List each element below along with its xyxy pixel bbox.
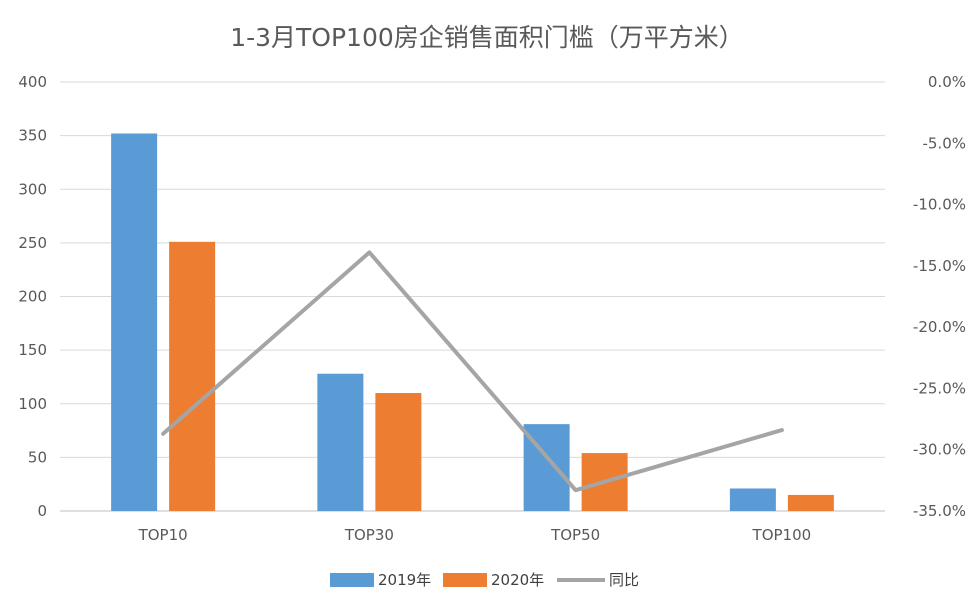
right-tick-label: -10.0% — [913, 196, 966, 214]
x-tick-label: TOP50 — [550, 526, 600, 544]
right-axis: -35.0% -30.0% -25.0% -20.0% -15.0% -10.0% -5.0… — [913, 73, 966, 520]
left-tick-label: 100 — [18, 395, 47, 413]
bar-2019年-TOP100 — [729, 488, 776, 511]
bar-2020年-TOP100 — [787, 494, 834, 511]
x-tick-label: TOP30 — [344, 526, 394, 544]
left-tick-label: 50 — [28, 448, 47, 466]
legend-label: 2020年 — [491, 571, 544, 589]
left-tick-label: 150 — [18, 341, 47, 359]
legend: 2019年 2020年 同比 — [330, 571, 639, 589]
chart-title: 1-3月TOP100房企销售面积门槛（万平方米） — [230, 23, 744, 52]
left-tick-label: 300 — [18, 180, 47, 198]
x-tick-label: TOP100 — [752, 526, 812, 544]
left-tick-label: 350 — [18, 127, 47, 145]
bar-2020年-TOP30 — [375, 393, 422, 511]
x-axis: TOP10 TOP30 TOP50 TOP100 — [138, 526, 812, 544]
left-tick-label: 250 — [18, 234, 47, 252]
left-tick-label: 400 — [18, 73, 47, 91]
bar-series — [111, 133, 834, 512]
line-同比 — [161, 250, 784, 493]
legend-swatch — [330, 573, 374, 587]
left-tick-label: 0 — [37, 502, 47, 520]
legend-swatch — [443, 573, 487, 587]
right-tick-label: 0.0% — [928, 73, 966, 91]
left-axis: 0 50 100 150 200 250 300 350 400 — [18, 73, 47, 520]
right-tick-label: -35.0% — [913, 502, 966, 520]
bar-2020年-TOP10 — [169, 241, 216, 512]
legend-label: 同比 — [609, 571, 639, 589]
left-tick-label: 200 — [18, 288, 47, 306]
right-tick-label: -5.0% — [922, 134, 966, 152]
right-tick-label: -25.0% — [913, 379, 966, 397]
legend-label: 2019年 — [378, 571, 431, 589]
bar-2019年-TOP30 — [317, 373, 364, 511]
right-tick-label: -30.0% — [913, 441, 966, 459]
right-tick-label: -15.0% — [913, 257, 966, 275]
x-tick-label: TOP10 — [138, 526, 188, 544]
line-series — [161, 250, 784, 493]
bar-2019年-TOP10 — [111, 133, 158, 512]
right-tick-label: -20.0% — [913, 318, 966, 336]
